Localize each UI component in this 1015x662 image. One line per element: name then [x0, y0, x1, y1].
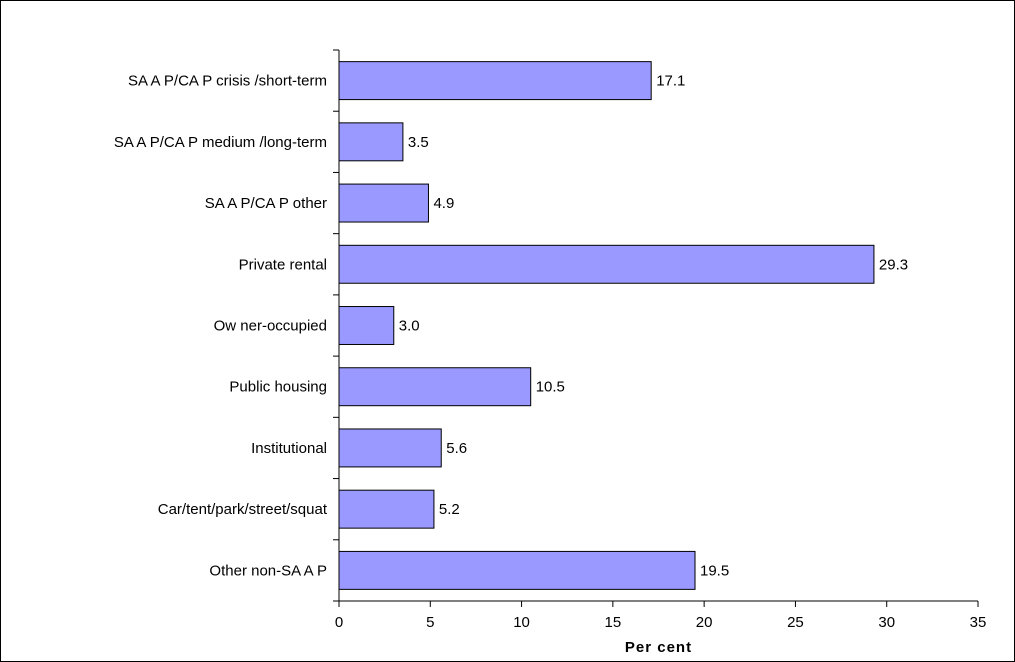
category-labels-group: SA A P/CA P crisis /short-term SA A P/CA … — [114, 73, 328, 580]
x-tick-label: 30 — [878, 614, 895, 631]
data-label: 5.6 — [446, 440, 467, 457]
x-ticks-group: 0 5 10 15 20 25 30 35 — [335, 601, 987, 631]
x-tick-label: 5 — [426, 614, 434, 631]
bar — [339, 123, 403, 161]
category-label: SA A P/CA P crisis /short-term — [128, 73, 327, 90]
data-label: 19.5 — [700, 562, 729, 579]
category-label: Public housing — [229, 379, 327, 396]
bar — [339, 490, 434, 528]
category-label: Other non-SA A P — [209, 562, 327, 579]
x-tick-label: 25 — [787, 614, 804, 631]
bar — [339, 368, 531, 406]
category-label: SA A P/CA P other — [205, 195, 327, 212]
bar — [339, 245, 874, 283]
bar — [339, 429, 441, 467]
data-labels-group: 17.1 3.5 4.9 29.3 3.0 10.5 5.6 5.2 19.5 — [399, 73, 908, 580]
x-tick-label: 15 — [605, 614, 622, 631]
category-label: Ow ner-occupied — [214, 318, 327, 335]
data-label: 5.2 — [439, 501, 460, 518]
x-tick-label: 20 — [696, 614, 713, 631]
data-label: 3.5 — [408, 134, 429, 151]
data-label: 29.3 — [879, 256, 908, 273]
data-label: 3.0 — [399, 318, 420, 335]
data-label: 17.1 — [656, 73, 685, 90]
category-label: Private rental — [239, 256, 327, 273]
data-label: 10.5 — [536, 379, 565, 396]
x-axis-title: Per cent — [625, 639, 692, 656]
bar — [339, 551, 695, 589]
x-tick-label: 10 — [513, 614, 530, 631]
bar — [339, 62, 651, 100]
axes-group — [339, 50, 978, 601]
bar — [339, 184, 428, 222]
category-label: Institutional — [251, 440, 327, 457]
data-label: 4.9 — [433, 195, 454, 212]
bar — [339, 307, 394, 345]
category-label: SA A P/CA P medium /long-term — [114, 134, 327, 151]
x-tick-label: 0 — [335, 614, 343, 631]
x-tick-label: 35 — [970, 614, 987, 631]
category-label: Car/tent/park/street/squat — [158, 501, 328, 518]
